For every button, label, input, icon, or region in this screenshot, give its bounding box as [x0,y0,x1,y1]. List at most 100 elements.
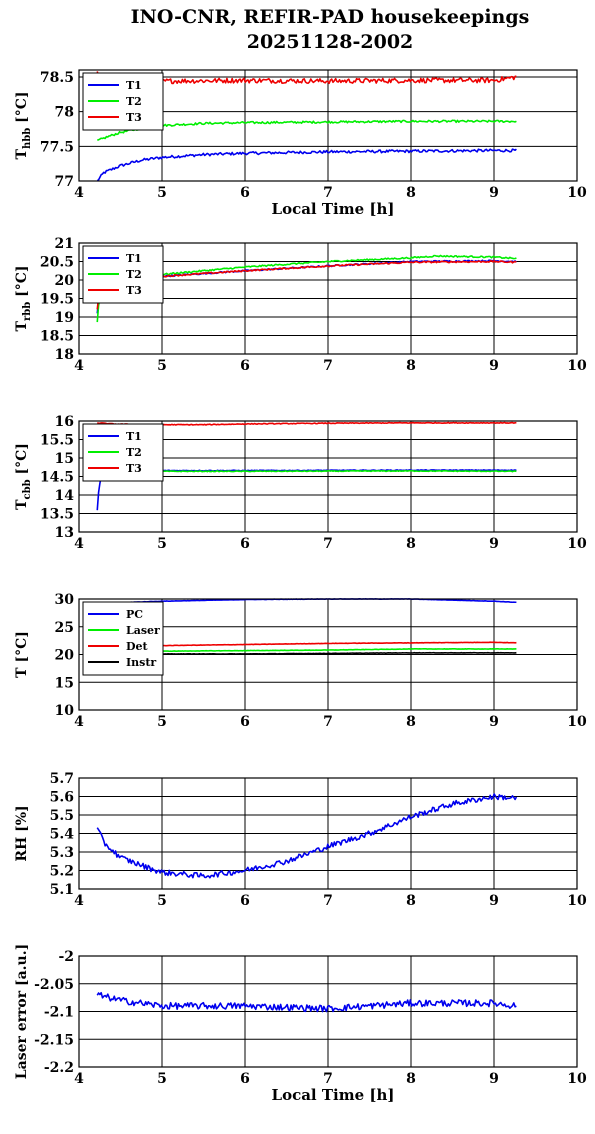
x-tick-label: 7 [323,714,333,730]
x-tick-label: 6 [240,893,250,909]
x-tick-label: 9 [489,185,499,201]
y-tick-label: -2 [58,949,74,965]
y-tick-label: 5.5 [50,808,74,824]
x-tick-label: 6 [240,714,250,730]
series-line-laser [97,647,517,654]
legend-label-instr: Instr [126,656,156,669]
series-line-t2 [96,469,517,481]
y-axis-label-main: T [°C] [14,631,30,678]
y-tick-label: 16 [55,414,74,430]
y-axis-label: Tcbb [°C] [14,443,33,510]
y-tick-label: 14 [55,488,75,504]
legend-label-t1: T1 [126,79,142,92]
y-axis-label-main: Laser error [a.u.] [14,944,30,1079]
figure-title-line2: 20251128-2002 [247,31,414,53]
x-tick-label: 6 [240,536,250,552]
legend-label-t1: T1 [126,430,142,443]
y-tick-label: 18 [55,347,74,363]
series-line-t3 [97,421,517,426]
y-axis-label-unit: [°C] [14,443,30,479]
legend-label-t2: T2 [126,268,142,281]
series-line-laser [96,991,517,1013]
y-tick-label: 78.5 [40,70,74,86]
y-axis-label-main: T [14,499,30,510]
panel-laser: 4 5 6 7 8 9 10 -2.2 -2.15 -2.1 -2.05 -2 Local Time [… [14,944,587,1104]
y-axis-label: T [°C] [14,631,30,678]
y-tick-label: 18.5 [40,329,74,345]
x-tick-label: 4 [74,714,84,730]
x-tick-label: 7 [323,358,333,374]
x-tick-label: 4 [74,893,84,909]
series-line-t2 [96,254,517,323]
x-tick-label: 7 [323,1071,333,1087]
x-tick-label: 8 [406,358,416,374]
y-tick-label: 78 [55,105,74,121]
x-tick-label: 7 [323,893,333,909]
plot-frame [78,242,578,355]
x-tick-label: 10 [567,185,587,201]
x-tick-label: 8 [406,714,416,730]
x-tick-label: 7 [323,536,333,552]
x-tick-label: 9 [489,536,499,552]
y-tick-label: 20 [55,273,75,289]
x-tick-label: 6 [240,1071,250,1087]
y-axis-label: Laser error [a.u.] [14,944,30,1079]
series-line-rh [96,793,518,879]
y-tick-label: 5.6 [50,790,74,806]
legend-label-t3: T3 [126,462,142,475]
y-axis-label-main: T [14,148,30,159]
y-tick-label: 30 [55,592,75,608]
y-tick-label: 20.5 [40,255,74,271]
plot-frame [78,420,578,533]
plot-frame [78,598,578,711]
y-axis-label-subscript: cbb [22,479,33,499]
x-tick-label: 5 [157,893,167,909]
y-tick-label: 77 [55,174,74,190]
y-tick-label: 5.4 [50,827,75,843]
y-tick-label: 15.5 [40,433,74,449]
x-tick-label: 5 [157,1071,167,1087]
x-tick-label: 5 [157,536,167,552]
y-axis-label-subscript: rbb [22,302,33,321]
legend-label-t1: T1 [126,252,142,265]
y-tick-label: 19 [55,310,74,326]
series-line-t3 [96,260,517,310]
legend-label-pc: PC [126,608,143,621]
x-tick-label: 8 [406,536,416,552]
y-axis-label-main: T [14,320,30,331]
y-tick-label: 5.7 [50,771,74,787]
x-tick-label: 10 [567,714,587,730]
x-axis-label: Local Time [h] [272,1086,395,1104]
y-tick-label: -2.1 [44,1005,74,1021]
y-tick-label: 15 [55,675,74,691]
x-tick-label: 10 [567,893,587,909]
panel-temps: 4 5 6 7 8 9 10 10 15 20 25 30 T [°C] PC Laser Det Instr [14,592,587,730]
y-axis-label-unit: [°C] [14,92,30,128]
series-line-t2 [97,119,517,141]
x-tick-label: 8 [406,893,416,909]
x-tick-label: 7 [323,185,333,201]
series-line-t1 [96,148,517,182]
panel-rbb: 4 5 6 7 8 9 10 18 18.5 19 19.5 20 20.5 21 Trbb [°C] T1 T… [14,236,587,374]
series-line-instr [97,651,517,656]
x-tick-label: 9 [489,714,499,730]
x-tick-label: 4 [74,1071,84,1087]
x-tick-label: 5 [157,185,167,201]
y-axis-label-unit: [°C] [14,266,30,302]
y-tick-label: 14.5 [40,470,74,486]
x-tick-label: 8 [406,185,416,201]
legend-label-laser: Laser [126,624,160,637]
plot-frame [78,777,578,890]
legend-label-t3: T3 [126,111,142,124]
series-line-det [97,641,517,648]
x-tick-label: 4 [74,358,84,374]
x-tick-label: 8 [406,1071,416,1087]
y-axis-label-subscript: hbb [22,128,33,149]
y-tick-label: 10 [55,703,75,719]
x-tick-label: 5 [157,714,167,730]
y-tick-label: 13.5 [40,507,74,523]
x-axis-label: Local Time [h] [272,200,395,218]
x-tick-label: 10 [567,536,587,552]
series-line-t3 [96,71,517,85]
